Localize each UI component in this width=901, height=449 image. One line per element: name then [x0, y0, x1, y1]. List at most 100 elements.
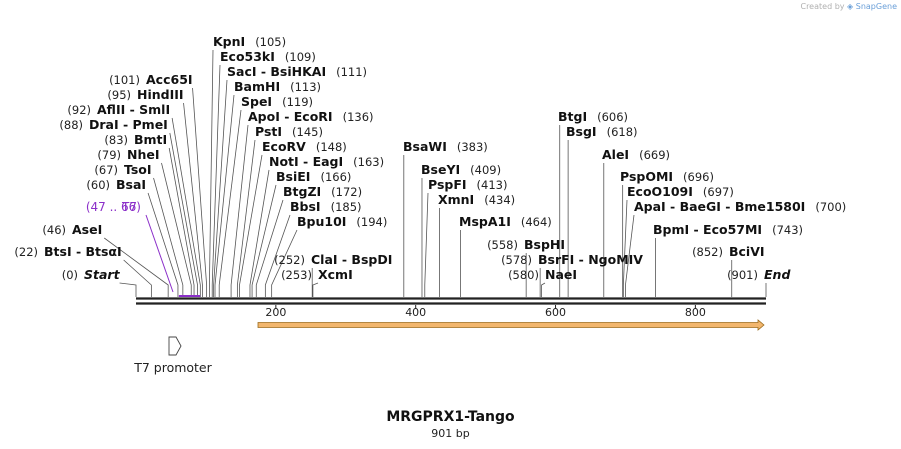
enzyme-leader-hindiii [183, 102, 203, 297]
tick-label-600: 600 [545, 306, 566, 319]
enzyme-position-aflii-smli: (92) [67, 103, 91, 117]
enzyme-position-hindiii: (95) [107, 88, 131, 102]
enzyme-position-btgi: (606) [597, 110, 628, 124]
enzyme-label-bsiei: BsiEI [276, 169, 310, 184]
enzyme-position-apai-baegi-bme1580i: (700) [815, 200, 846, 214]
enzyme-label-psti: PstI [255, 124, 282, 139]
enzyme-position-bsphi: (558) [487, 238, 518, 252]
enzyme-leader-btsi-bts-i [123, 259, 152, 297]
enzyme-label-bpu10i: Bpu10I [297, 214, 346, 229]
enzyme-position-drai-pmei: (88) [59, 118, 83, 132]
enzyme-leader-apoi-ecori [230, 124, 249, 297]
enzyme-position-start: (0) [62, 268, 78, 282]
enzyme-position-bbsi: (185) [331, 200, 362, 214]
enzyme-position-bseyi: (409) [470, 163, 501, 177]
enzyme-label-kpni: KpnI [213, 34, 245, 49]
enzyme-position-xcmi: (253) [281, 268, 312, 282]
enzyme-label-apoi-ecori: ApoI - EcoRI [248, 109, 333, 124]
snapgene-logo-icon: ◈ [847, 2, 854, 11]
enzyme-position-apoi-ecori: (136) [343, 110, 374, 124]
enzyme-position-bamhi: (113) [290, 80, 321, 94]
enzyme-leader-bsai [147, 192, 179, 297]
enzyme-position-naei: (580) [508, 268, 539, 282]
enzyme-label-pspfi: PspFI [428, 177, 467, 192]
enzyme-position-bsai: (60) [86, 178, 110, 192]
enzyme-label-nhei: NheI [127, 147, 160, 162]
enzyme-position-bcivi: (852) [692, 245, 723, 259]
tick-label-200: 200 [265, 306, 286, 319]
enzyme-leader-tsoi [153, 177, 184, 297]
enzyme-label-end: End [764, 267, 791, 282]
tick-label-400: 400 [405, 306, 426, 319]
enzyme-label-bsrfi-ngomiv: BsrFI - NgoMIV [538, 252, 643, 267]
enzyme-label-bamhi: BamHI [234, 79, 280, 94]
enzyme-leader-nhei [161, 162, 192, 297]
enzyme-label-aflii-smli: AflII - SmlI [97, 102, 170, 117]
enzyme-label-eco53ki: Eco53kI [220, 49, 275, 64]
enzyme-leader-saci-bsihkai [213, 79, 228, 297]
t7-feature: (47 .. 66) T7 [86, 200, 201, 297]
enzyme-position-xmni: (434) [484, 193, 515, 207]
enzyme-position-pspomi: (696) [683, 170, 714, 184]
enzyme-leader-bpu10i [271, 229, 298, 297]
enzyme-position-kpni: (105) [255, 35, 286, 49]
enzyme-label-pspomi: PspOMI [620, 169, 673, 184]
enzyme-label-btsi-bts-i: BtsI - BtsαI [44, 244, 122, 259]
enzyme-leader-aflii-smli [171, 117, 201, 297]
enzyme-leader-naei [541, 282, 546, 297]
enzyme-leader-ecorv [239, 154, 263, 297]
plasmid-map: Start (0) BtsI - BtsαI (22) AseI (46) BsaI (60)… [14, 34, 846, 375]
enzyme-label-spei: SpeI [241, 94, 272, 109]
enzyme-label-bsawi: BsaWI [403, 139, 447, 154]
enzyme-label-acc65i: Acc65I [146, 72, 193, 87]
enzyme-position-spei: (119) [282, 95, 313, 109]
enzyme-leader-noti-eagi [249, 169, 270, 297]
enzyme-position-alei: (669) [639, 148, 670, 162]
enzyme-label-btgi: BtgI [558, 109, 587, 124]
enzyme-position-noti-eagi: (163) [353, 155, 384, 169]
orf-arrow [257, 319, 765, 331]
enzyme-position-psti: (145) [292, 125, 323, 139]
enzyme-leader-ecoo109i [622, 199, 628, 297]
enzyme-label-ecorv: EcoRV [262, 139, 306, 154]
enzyme-label-xcmi: XcmI [318, 267, 353, 282]
t7-range-label: (47 .. 66) [86, 200, 141, 214]
enzyme-position-bsrfi-ngomiv: (578) [501, 253, 532, 267]
t7-promoter-feature: T7 promoter [133, 336, 213, 375]
t7-promoter-arrow-icon [168, 336, 182, 356]
enzyme-position-bpmi-eco57mi: (743) [772, 223, 803, 237]
enzyme-label-start: Start [84, 267, 121, 282]
enzyme-leader-eco53ki [211, 64, 221, 297]
enzyme-position-end: (901) [727, 268, 758, 282]
enzyme-label-alei: AleI [602, 147, 629, 162]
enzyme-label-drai-pmei: DraI - PmeI [89, 117, 168, 132]
enzyme-position-clai-bspdi: (252) [274, 253, 305, 267]
plasmid-length: 901 bp [431, 427, 470, 440]
enzyme-position-tsoi: (67) [94, 163, 118, 177]
enzyme-position-mspa1i: (464) [521, 215, 552, 229]
enzyme-position-btgzi: (172) [331, 185, 362, 199]
enzyme-label-mspa1i: MspA1I [459, 214, 511, 229]
tick-label-800: 800 [685, 306, 706, 319]
enzyme-position-saci-bsihkai: (111) [336, 65, 367, 79]
enzyme-position-bsiei: (166) [320, 170, 351, 184]
enzyme-leader-bbsi [264, 214, 291, 297]
enzyme-labels: Start (0) BtsI - BtsαI (22) AseI (46) BsaI (60)… [14, 34, 846, 282]
enzyme-leaders [104, 49, 767, 297]
enzyme-position-ecorv: (148) [316, 140, 347, 154]
enzyme-label-tsoi: TsoI [124, 162, 152, 177]
credit-prefix: Created by [800, 2, 845, 11]
enzyme-label-bsphi: BspHI [524, 237, 565, 252]
enzyme-label-ecoo109i: EcoO109I [627, 184, 693, 199]
enzyme-label-hindiii: HindIII [137, 87, 184, 102]
t7-name-label: T7 [121, 200, 137, 214]
enzyme-label-bseyi: BseYI [421, 162, 460, 177]
enzyme-label-asei: AseI [72, 222, 102, 237]
plasmid-name: MRGPRX1-Tango [386, 409, 515, 425]
enzyme-label-btgzi: BtgZI [283, 184, 321, 199]
enzyme-position-btsi-bts-i: (22) [14, 245, 38, 259]
enzyme-leader-psti [236, 139, 256, 297]
snapgene-credit: Created by ◈ SnapGene [800, 2, 897, 11]
enzyme-label-apai-baegi-bme1580i: ApaI - BaeGI - Bme1580I [634, 199, 805, 214]
enzyme-label-naei: NaeI [545, 267, 577, 282]
